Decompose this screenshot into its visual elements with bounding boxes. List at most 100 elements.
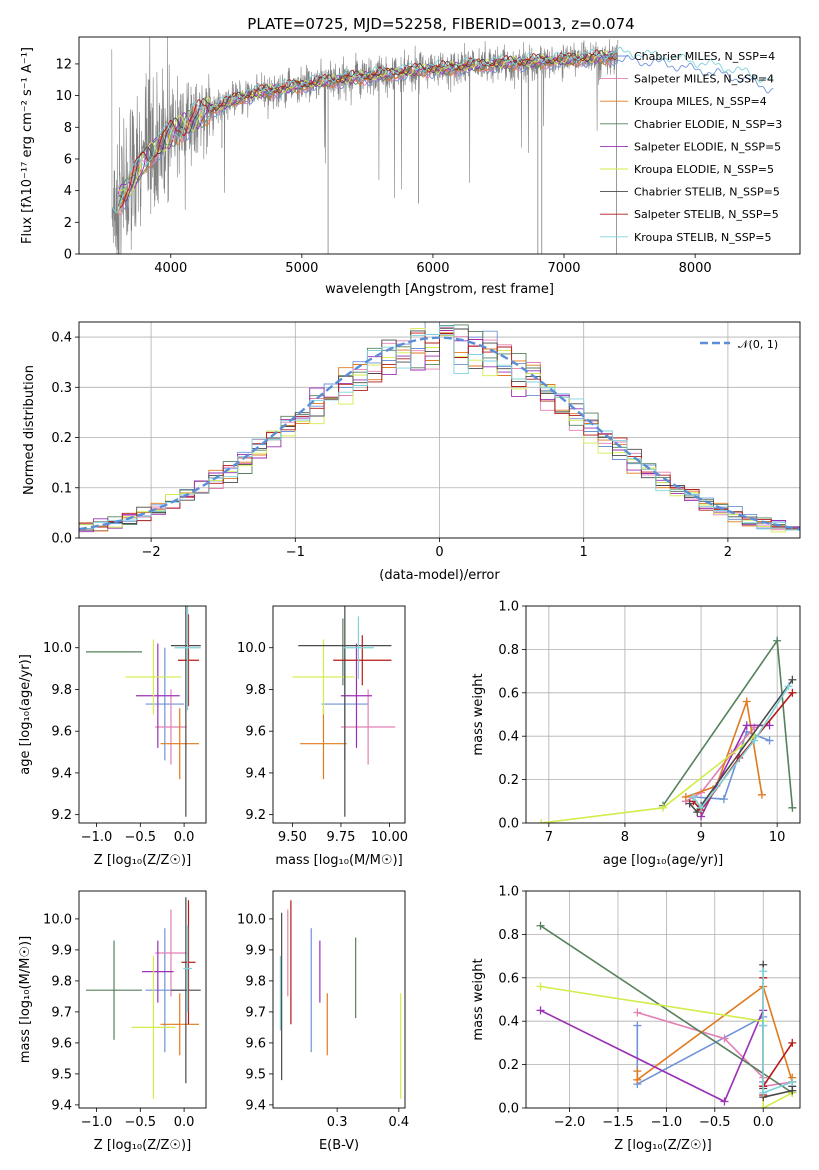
weight-marker — [759, 1021, 768, 1030]
x-tick-label: 1 — [580, 545, 588, 560]
weight-marker — [788, 1077, 797, 1086]
x-tick-label: 2 — [724, 545, 732, 560]
x-tick-label: −1.5 — [602, 1115, 634, 1130]
legend-label: Chabrier ELODIE, N_SSP=3 — [634, 118, 782, 131]
panel-age_vs_Z: −1.0 −0.5 0.0 9.2 9.4 9.6 9.8 10.0 Z [log₁₀(Z/Z☉… — [18, 605, 207, 868]
y-tick-label: 0.3 — [51, 381, 72, 396]
panel-mw_vs_age: 7 8 9 10 0.0 0.2 0.4 0.6 0.8 1.0 age [log₁₀(age/yr… — [471, 600, 801, 868]
weight-marker — [633, 1008, 642, 1017]
legend-label: Kroupa MILES, N_SSP=4 — [634, 95, 767, 108]
y-tick-label: 9.5 — [245, 1067, 266, 1082]
errorbar-point — [160, 993, 199, 1056]
y-tick-label: 9.6 — [245, 1036, 266, 1051]
y-tick-label: 2 — [64, 216, 72, 231]
plot-area — [79, 322, 800, 538]
weight-marker — [750, 736, 759, 745]
legend-label: Chabrier MILES, N_SSP=4 — [634, 50, 775, 63]
y-axis-label: mass weight — [471, 673, 486, 755]
panel-residuals: −2 −1 0 1 2 0.0 0.1 0.2 0.3 0.4 (data-model)/error… — [22, 321, 801, 583]
plot-area — [526, 606, 800, 823]
weight-marker — [536, 1006, 545, 1015]
y-tick-label: 0.0 — [498, 817, 519, 832]
y-tick-label: 0.4 — [51, 331, 72, 346]
legend-label: Salpeter STELIB, N_SSP=5 — [634, 208, 779, 221]
weight-marker — [720, 1034, 729, 1043]
y-tick-label: 9.8 — [51, 683, 72, 698]
weight-marker — [720, 1097, 729, 1106]
x-tick-label: −1 — [286, 545, 305, 560]
y-tick-label: 9.8 — [51, 974, 72, 989]
y-tick-label: 0.0 — [51, 532, 72, 547]
errorbar-point — [298, 606, 392, 817]
weight-marker — [633, 1075, 642, 1084]
axes-frame — [78, 321, 801, 539]
weight-marker — [633, 1067, 642, 1076]
plot-area — [292, 606, 396, 817]
errorbar-point — [142, 940, 174, 1003]
legend-label: Chabrier STELIB, N_SSP=5 — [634, 186, 780, 199]
errorbar-point — [86, 940, 143, 1040]
weight-marker — [765, 736, 774, 745]
weight-marker — [742, 697, 751, 706]
y-tick-label: 9.9 — [51, 943, 72, 958]
x-tick-label: 9 — [697, 830, 705, 845]
model-spectrum-kroupa-miles — [117, 54, 617, 214]
axes-frame — [272, 890, 406, 1109]
y-tick-label: 10.0 — [43, 912, 72, 927]
weight-marker — [536, 982, 545, 991]
x-tick-label: −0.5 — [699, 1115, 731, 1130]
y-axis-label: Flux [fλ10⁻¹⁷ erg cm⁻² s⁻¹ A⁻¹] — [20, 47, 35, 244]
y-tick-label: 6 — [64, 152, 72, 167]
panel-spectrum: 4000 5000 6000 7000 8000 0 2 4 6 8 10 12 wavelength … — [20, 36, 801, 297]
model-spectrum-kroupa-elodie — [118, 50, 617, 196]
weight-marker — [697, 803, 706, 812]
y-tick-label: 9.6 — [245, 725, 266, 740]
plot-area — [86, 606, 201, 817]
weight-line-salpeter-miles — [685, 726, 755, 802]
x-tick-label: 0 — [435, 545, 443, 560]
errorbar-point — [155, 689, 187, 765]
axes-frame — [78, 890, 207, 1109]
weight-line-chabrier-elodie — [662, 638, 794, 808]
errorbar-point — [125, 639, 182, 715]
weight-line-chabrier-miles — [636, 1015, 764, 1086]
weight-marker — [719, 795, 728, 804]
weight-marker — [537, 819, 546, 823]
y-tick-label: 0.2 — [498, 1058, 519, 1073]
weight-line-salpeter-elodie — [540, 1009, 764, 1103]
y-tick-label: 0 — [64, 248, 72, 263]
errorbar-point — [183, 925, 192, 1012]
weight-line-salpeter-elodie — [700, 724, 770, 817]
weight-marker — [759, 967, 768, 976]
x-tick-label: −1.0 — [81, 1115, 113, 1130]
y-tick-label: 0.0 — [498, 1102, 519, 1117]
axes-frame — [78, 605, 207, 824]
x-tick-label: −0.5 — [125, 830, 157, 845]
errorbar-point — [300, 708, 347, 780]
y-tick-label: 0.6 — [498, 686, 519, 701]
legend-label: Salpeter MILES, N_SSP=4 — [634, 73, 774, 86]
y-tick-label: 10.0 — [43, 641, 72, 656]
y-tick-label: 12 — [55, 57, 72, 72]
y-tick-label: 9.7 — [245, 1005, 266, 1020]
y-tick-label: 1.0 — [498, 600, 519, 615]
y-axis-label: mass [log₁₀(M/M☉)] — [18, 936, 33, 1063]
x-tick-label: −1.0 — [81, 830, 113, 845]
axes-frame — [272, 605, 406, 824]
y-tick-label: 0.1 — [51, 481, 72, 496]
y-axis-label: mass weight — [471, 958, 486, 1040]
legend-label: Kroupa STELIB, N_SSP=5 — [634, 231, 772, 244]
errorbar-point — [131, 956, 176, 1099]
x-axis-label: mass [log₁₀(M/M☉)] — [275, 853, 402, 868]
x-tick-label: 4000 — [154, 261, 187, 276]
x-tick-label: −2.0 — [554, 1115, 586, 1130]
axes-frame — [78, 36, 801, 255]
y-tick-label: 9.6 — [51, 1036, 72, 1051]
weight-marker — [681, 792, 690, 801]
x-tick-label: 5000 — [285, 261, 318, 276]
weight-marker — [759, 1104, 768, 1108]
y-tick-label: 9.4 — [51, 766, 72, 781]
x-tick-label: −0.5 — [125, 1115, 157, 1130]
y-tick-label: 10.0 — [237, 641, 266, 656]
